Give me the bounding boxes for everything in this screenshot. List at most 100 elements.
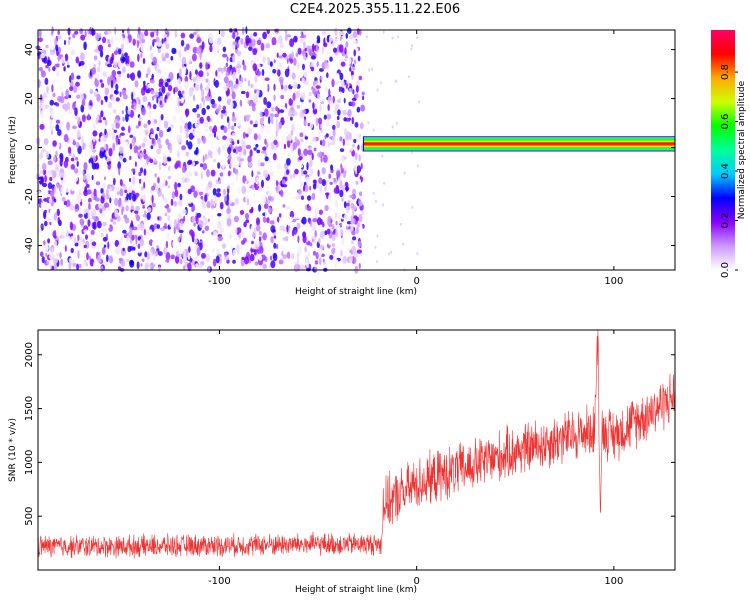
noise-speck (69, 204, 74, 211)
noise-speck (118, 146, 124, 154)
noise-speck (113, 50, 119, 55)
noise-speck (201, 200, 204, 205)
noise-speck (57, 35, 62, 40)
noise-speck (255, 55, 258, 61)
noise-speck (139, 178, 142, 184)
noise-speck (326, 177, 331, 183)
noise-speck (271, 37, 277, 46)
noise-speck (48, 197, 53, 204)
noise-speck (127, 73, 130, 79)
noise-speck (339, 79, 345, 88)
noise-speck (165, 138, 169, 145)
noise-speck (391, 125, 394, 129)
noise-speck (337, 212, 341, 221)
noise-speck (49, 119, 53, 125)
noise-speck (280, 189, 283, 198)
noise-speck (282, 254, 288, 260)
noise-speck (250, 206, 254, 213)
noise-speck (181, 90, 184, 95)
noise-speck (205, 97, 211, 102)
noise-speck (410, 151, 413, 154)
noise-speck (41, 149, 46, 153)
noise-speck (356, 106, 361, 113)
noise-speck (78, 62, 82, 67)
noise-speck (367, 121, 370, 125)
noise-speck (80, 52, 85, 61)
noise-speck (323, 114, 327, 120)
noise-speck (295, 212, 300, 219)
noise-speck (330, 199, 334, 206)
noise-speck (140, 160, 146, 166)
noise-speck (70, 72, 75, 81)
noise-speck (181, 145, 187, 151)
noise-speck (107, 241, 110, 249)
noise-speck (188, 88, 193, 97)
noise-speck (313, 147, 317, 152)
noise-speck (176, 134, 182, 143)
noise-speck (208, 33, 214, 39)
noise-speck (204, 194, 208, 202)
noise-speck (382, 203, 385, 207)
noise-speck (137, 70, 142, 78)
noise-speck (78, 194, 82, 203)
noise-speck (142, 95, 148, 102)
noise-speck (217, 146, 221, 156)
noise-speck (410, 44, 413, 48)
noise-speck (334, 246, 340, 254)
noise-speck (245, 91, 250, 99)
noise-speck (304, 184, 309, 192)
noise-speck (114, 26, 117, 35)
noise-speck (263, 169, 269, 178)
noise-speck (127, 43, 131, 49)
noise-speck (297, 188, 302, 195)
noise-speck (308, 99, 312, 103)
noise-speck (352, 89, 355, 95)
noise-speck (326, 113, 332, 120)
noise-speck (223, 66, 227, 72)
noise-speck (63, 66, 66, 72)
noise-speck (141, 142, 146, 148)
noise-speck (280, 139, 284, 148)
noise-speck (182, 250, 186, 258)
noise-speck (144, 30, 149, 37)
noise-speck (232, 111, 235, 119)
noise-speck (77, 145, 82, 155)
noise-speck (320, 156, 323, 163)
noise-speck (77, 234, 80, 241)
noise-speck (127, 245, 132, 253)
noise-speck (326, 192, 329, 199)
noise-speck (306, 195, 312, 201)
noise-speck (109, 197, 112, 204)
noise-speck (320, 123, 324, 129)
noise-speck (89, 162, 92, 167)
noise-speck (338, 30, 342, 38)
noise-speck (44, 220, 48, 227)
noise-speck (48, 67, 51, 72)
noise-speck (232, 71, 237, 80)
noise-speck (147, 83, 151, 88)
noise-speck (259, 162, 265, 167)
noise-speck (220, 67, 224, 74)
noise-speck (319, 248, 322, 257)
noise-speck (257, 133, 262, 141)
noise-speck (266, 217, 270, 224)
noise-speck (132, 38, 136, 46)
noise-speck (121, 126, 126, 131)
noise-speck (61, 155, 64, 163)
noise-speck (76, 94, 81, 99)
noise-speck (218, 235, 223, 242)
noise-speck (270, 141, 275, 150)
noise-speck (40, 251, 44, 257)
noise-speck (222, 85, 228, 92)
noise-speck (52, 66, 56, 72)
noise-speck (108, 129, 112, 137)
noise-speck (118, 257, 123, 262)
noise-speck (205, 61, 209, 71)
noise-speck (217, 75, 220, 79)
noise-speck (178, 198, 183, 207)
noise-speck (318, 177, 323, 184)
noise-speck (98, 138, 101, 142)
noise-speck (91, 241, 97, 247)
noise-speck (156, 208, 160, 213)
noise-speck (45, 64, 49, 69)
